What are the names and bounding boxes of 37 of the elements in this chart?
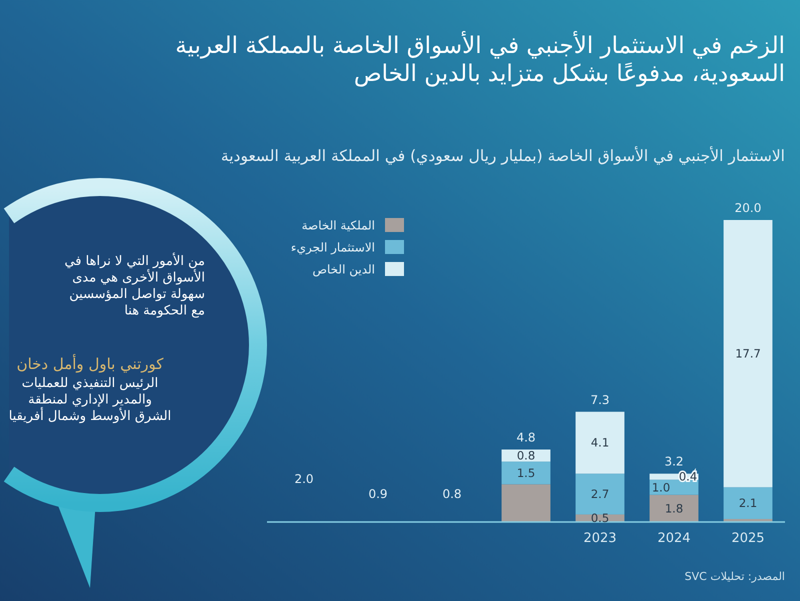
text: من الأمور التي لا نراها في الأسواق الأخرى هي مدى سهولة تواصل المؤسسين مع الحكومة هنا bbox=[64, 252, 205, 318]
data-label: 17.7 bbox=[735, 346, 761, 361]
text: الرئيس التنفيذي للعمليات والمدير الإداري لمنطقة الشرق الأوسط وشمال أفريقيا bbox=[8, 376, 172, 424]
data-label: 0.5 bbox=[590, 511, 610, 526]
data-label: 0.4 bbox=[678, 470, 698, 484]
data-label: 1.5 bbox=[516, 466, 536, 480]
data-label: 4.1 bbox=[590, 436, 610, 450]
x-tick-label: 2025 bbox=[731, 531, 765, 546]
annotation: 0.8 bbox=[442, 487, 462, 501]
data-label: 1.0 bbox=[652, 480, 670, 494]
bar bbox=[650, 480, 698, 495]
total-label: 20.0 bbox=[734, 201, 762, 215]
total-label: 3.2 bbox=[664, 454, 684, 469]
x-tick-label: 2024 bbox=[657, 531, 691, 546]
bar bbox=[576, 412, 624, 474]
data-label: 0.8 bbox=[516, 448, 536, 463]
data-label: 1.8 bbox=[664, 501, 684, 516]
chart-title: الزخم في الاستثمار الأجنبي في الأسواق الخاصة بالمملكة العربية السعودية، مدفوعًا بشكل متزايد بالدين الخاص bbox=[175, 31, 785, 87]
bar bbox=[576, 474, 624, 514]
bar bbox=[724, 220, 772, 488]
bar bbox=[502, 484, 550, 522]
data-label: 2.1 bbox=[738, 496, 758, 510]
total-label: 7.3 bbox=[590, 392, 610, 407]
bar bbox=[650, 494, 698, 522]
text: كورتني باول وأمل دخان bbox=[16, 354, 164, 373]
data-label: 2.7 bbox=[590, 487, 610, 502]
x-tick-label: 2023 bbox=[583, 531, 617, 546]
legend-label: الاستثمار الجريء bbox=[290, 240, 375, 254]
text: المصدر: تحليلات SVC bbox=[684, 570, 785, 583]
legend-label: الدين الخاص bbox=[312, 262, 375, 276]
annotation: 0.9 bbox=[368, 487, 388, 501]
bar bbox=[502, 462, 550, 484]
total-label: 4.8 bbox=[516, 430, 536, 445]
annotation: 2.0 bbox=[294, 472, 314, 486]
chart-subtitle: الاستثمار الأجنبي في الأسواق الخاصة (بمليار ريال سعودي) في المملكة العربية السعودية bbox=[220, 146, 785, 165]
bar bbox=[724, 487, 772, 519]
legend-label: الملكية الخاصة bbox=[302, 218, 375, 232]
